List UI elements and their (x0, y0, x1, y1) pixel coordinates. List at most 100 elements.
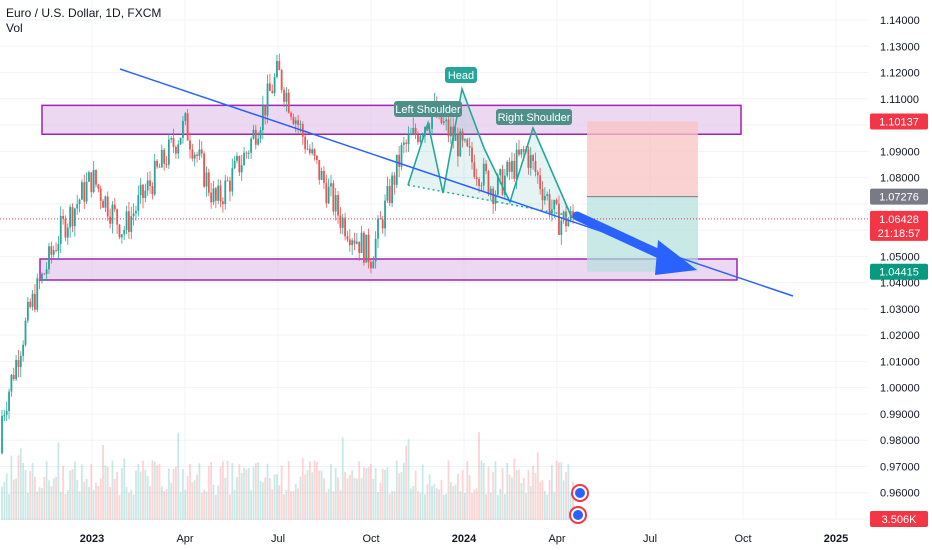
candle-body (358, 241, 361, 253)
volume-bar (473, 489, 476, 520)
head-label-box (445, 67, 477, 83)
candle-body (144, 190, 147, 199)
candle-body (95, 169, 97, 185)
candle-body (41, 273, 43, 282)
volume-bar (273, 474, 276, 520)
volume-bar (355, 478, 358, 520)
price-tick-label: 1.12000 (880, 68, 920, 80)
price-tick-label: 0.98000 (880, 435, 920, 447)
symbol-title[interactable]: Euro / U.S. Dollar, 1D, FXCM (6, 6, 162, 20)
volume-bar (210, 462, 213, 520)
price-axis[interactable]: 1.14000 1.13000 1.12000 1.11000 1.09000 1.080… (880, 15, 920, 526)
volume-bars (1, 432, 574, 520)
candle-body (229, 180, 231, 192)
candle-body (83, 182, 86, 202)
stop-loss-area (587, 121, 698, 197)
time-tick-label: Apr (548, 533, 565, 545)
candle-body (407, 135, 410, 145)
candle-body (128, 211, 130, 233)
volume-bar (323, 478, 325, 520)
volume-bar (45, 461, 48, 520)
volume-bar (543, 491, 546, 520)
candle-body (88, 172, 90, 182)
volume-bar (233, 489, 236, 520)
volume-bar (158, 463, 161, 520)
support-zone (39, 258, 738, 281)
event-icons[interactable] (569, 484, 589, 524)
volume-bar (212, 484, 215, 520)
candle-body (539, 175, 542, 190)
volume-bar (66, 490, 69, 520)
candle-body (548, 194, 551, 214)
time-tick-label: Oct (734, 533, 751, 545)
candle-body (273, 77, 276, 94)
volume-bar (332, 491, 335, 520)
volume-bar (513, 458, 516, 520)
volume-bar (555, 460, 558, 520)
volume-bar (534, 473, 537, 520)
volume-bar (111, 460, 114, 520)
candle-body (541, 189, 544, 201)
price-tick-label: 1.01000 (880, 356, 920, 368)
volume-bar (71, 469, 74, 520)
candle-body (461, 131, 464, 141)
candle-body (3, 414, 6, 416)
candle-body (402, 142, 405, 145)
candle-body (464, 139, 466, 141)
volume-bar (118, 494, 121, 520)
candle-body (529, 155, 532, 168)
volume-bar (34, 476, 36, 520)
candle-body (120, 234, 123, 238)
volume-bar (219, 466, 222, 520)
candle-body (287, 92, 290, 113)
candle-body (348, 239, 351, 246)
volume-bar (3, 481, 6, 520)
volume-bar (149, 486, 151, 520)
volume-bar (292, 490, 295, 520)
volume-bar (395, 460, 398, 520)
candle-body (1, 415, 3, 454)
volume-bar (412, 485, 415, 520)
volume-bar (163, 491, 166, 520)
volume-bar (527, 470, 530, 520)
volume-bar (59, 491, 62, 520)
volume-bar (348, 474, 351, 520)
candle-body (254, 129, 257, 145)
volume-bar (175, 466, 177, 520)
volume-bar (88, 487, 90, 520)
candle-body (34, 293, 36, 310)
volume-indicator-label[interactable]: Vol (6, 21, 23, 35)
volume-bar (191, 482, 194, 520)
candle-body (113, 204, 116, 210)
candle-body (224, 180, 227, 205)
candle-body (160, 149, 163, 168)
candle-body (393, 175, 396, 185)
trend-lines[interactable] (119, 68, 794, 297)
candle-body (412, 127, 415, 135)
candle-body (487, 171, 490, 195)
short-position-tool[interactable] (0, 121, 868, 272)
volume-bar (381, 468, 384, 520)
left-shoulder-label: Left Shoulder (395, 104, 461, 116)
volume-bar (99, 478, 102, 520)
volume-bar (572, 481, 574, 520)
candle-body (311, 149, 314, 154)
volume-bar (261, 482, 264, 520)
volume-bar (419, 492, 422, 520)
volume-bar (83, 481, 86, 520)
volume-bar (410, 488, 412, 520)
pattern-fill (408, 89, 572, 218)
time-axis[interactable]: 2023 Apr Jul Oct 2024 Apr Jul Oct 2025 (80, 533, 848, 545)
volume-bar (454, 484, 457, 520)
volume-bar (31, 462, 34, 520)
volume-bar (151, 460, 154, 520)
volume-bar (229, 494, 231, 520)
volume-bar (337, 477, 339, 520)
volume-bar (139, 471, 142, 520)
candle-body (299, 124, 302, 125)
candle-body (240, 165, 243, 173)
head-and-shoulders-pattern[interactable]: Left Shoulder Head Right Shoulder (394, 67, 573, 219)
volume-bar (135, 470, 137, 520)
volume-bar (285, 489, 288, 520)
